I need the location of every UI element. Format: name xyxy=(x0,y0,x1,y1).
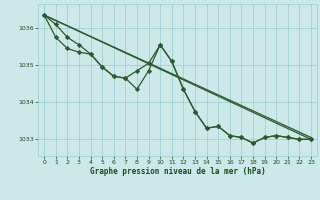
X-axis label: Graphe pression niveau de la mer (hPa): Graphe pression niveau de la mer (hPa) xyxy=(90,167,266,176)
